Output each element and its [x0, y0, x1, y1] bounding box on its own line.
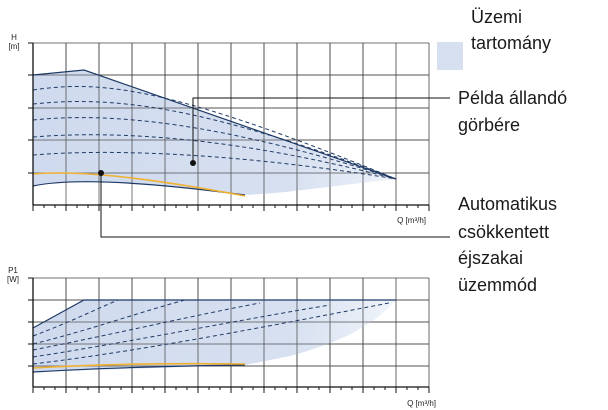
head-constant-curve-1: [32, 85, 397, 180]
legend-example-curve-line2: görbére: [458, 115, 520, 135]
legend-operating-range-line1: Üzemi: [471, 7, 522, 27]
power-constant-curve-3: [32, 302, 261, 351]
head-constant-curve-2: [32, 101, 397, 180]
head-chart: H [m] Q [m³/h]: [8, 33, 430, 225]
power-min-curve: [32, 364, 246, 373]
legend-night-mode-line3: éjszakai: [458, 248, 523, 268]
operating-range-swatch: [437, 42, 463, 70]
head-constant-curves: [32, 85, 397, 180]
head-operating-range-area: [33, 70, 396, 195]
power-max-curve: [32, 299, 396, 329]
head-min-curve: [32, 181, 246, 196]
power-constant-curve-1: [32, 299, 119, 337]
power-night-mode-curve: [32, 362, 246, 369]
head-y-axis-symbol: H: [11, 33, 17, 42]
callout-night-mode: [98, 170, 450, 238]
head-constant-curve-4: [32, 134, 397, 180]
head-constant-curve-5: [32, 151, 397, 180]
power-chart: P1 [W] Q [m³/h]: [7, 266, 436, 408]
head-x-axis-label: Q [m³/h]: [397, 216, 426, 225]
legend-night-mode-line1: Automatikus: [458, 194, 557, 214]
power-constant-curve-2: [32, 299, 186, 345]
head-y-axis-unit: [m]: [8, 42, 19, 51]
power-constant-curve-4: [32, 304, 331, 358]
power-constant-curves: [32, 299, 390, 365]
legend-operating-range-line2: tartomány: [471, 33, 551, 53]
head-max-curve: [32, 69, 397, 180]
callout-example-curve: [190, 97, 450, 166]
power-x-axis-label: Q [m³/h]: [407, 399, 436, 408]
power-constant-curve-5: [32, 302, 390, 365]
head-night-mode-curve: [32, 172, 246, 197]
legend-night-mode-line2: csökkentett: [458, 222, 549, 242]
legend-example-curve-line1: Példa állandó: [458, 88, 567, 108]
power-y-axis-unit: [W]: [7, 275, 19, 284]
head-below-min-region: [33, 181, 245, 205]
power-y-axis-symbol: P1: [8, 266, 18, 275]
legend-night-mode-line4: üzemmód: [458, 275, 537, 295]
